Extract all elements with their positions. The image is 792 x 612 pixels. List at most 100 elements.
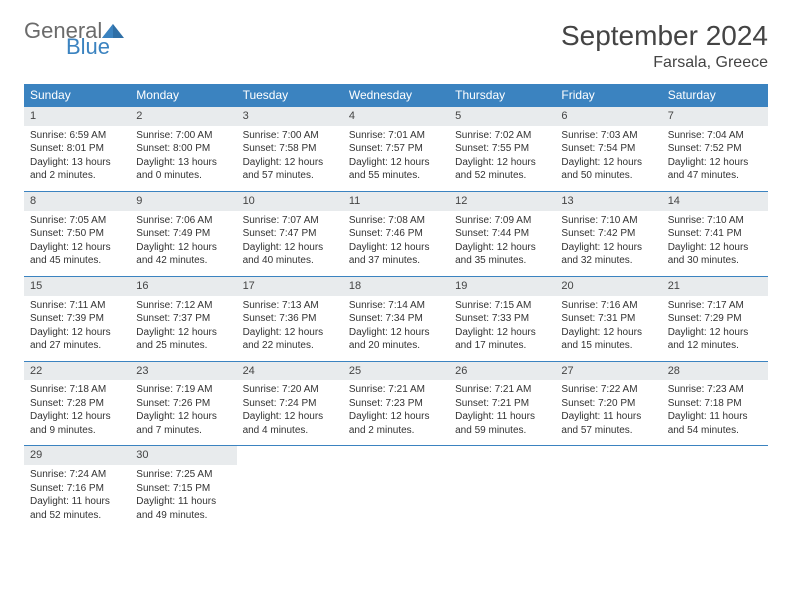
calendar-cell: 1Sunrise: 6:59 AMSunset: 8:01 PMDaylight…: [24, 107, 130, 192]
daylight-text: Daylight: 12 hours and 7 minutes.: [136, 410, 230, 437]
daylight-text: Daylight: 13 hours and 2 minutes.: [30, 156, 124, 183]
day-number: 8: [24, 192, 130, 211]
day-number: 27: [555, 362, 661, 381]
day-body: Sunrise: 7:25 AMSunset: 7:15 PMDaylight:…: [130, 465, 236, 530]
day-number: 14: [662, 192, 768, 211]
day-body: Sunrise: 7:22 AMSunset: 7:20 PMDaylight:…: [555, 380, 661, 445]
day-body: Sunrise: 7:18 AMSunset: 7:28 PMDaylight:…: [24, 380, 130, 445]
calendar-cell: 27Sunrise: 7:22 AMSunset: 7:20 PMDayligh…: [555, 361, 661, 446]
daylight-text: Daylight: 11 hours and 59 minutes.: [455, 410, 549, 437]
day-number: 13: [555, 192, 661, 211]
day-number: 9: [130, 192, 236, 211]
daylight-text: Daylight: 12 hours and 35 minutes.: [455, 241, 549, 268]
calendar-cell: 24Sunrise: 7:20 AMSunset: 7:24 PMDayligh…: [237, 361, 343, 446]
calendar-cell: 6Sunrise: 7:03 AMSunset: 7:54 PMDaylight…: [555, 107, 661, 192]
sunset-text: Sunset: 7:26 PM: [136, 397, 230, 411]
sunset-text: Sunset: 7:55 PM: [455, 142, 549, 156]
sunset-text: Sunset: 7:36 PM: [243, 312, 337, 326]
day-body: Sunrise: 7:10 AMSunset: 7:42 PMDaylight:…: [555, 211, 661, 276]
day-number: 18: [343, 277, 449, 296]
day-number: 16: [130, 277, 236, 296]
calendar-cell: 22Sunrise: 7:18 AMSunset: 7:28 PMDayligh…: [24, 361, 130, 446]
day-body: Sunrise: 7:03 AMSunset: 7:54 PMDaylight:…: [555, 126, 661, 191]
sunrise-text: Sunrise: 7:02 AM: [455, 129, 549, 143]
calendar-cell: [449, 446, 555, 530]
sunrise-text: Sunrise: 7:19 AM: [136, 383, 230, 397]
day-number: 15: [24, 277, 130, 296]
day-number: 29: [24, 446, 130, 465]
sunrise-text: Sunrise: 7:04 AM: [668, 129, 762, 143]
daylight-text: Daylight: 12 hours and 2 minutes.: [349, 410, 443, 437]
daylight-text: Daylight: 12 hours and 20 minutes.: [349, 326, 443, 353]
day-body: Sunrise: 7:09 AMSunset: 7:44 PMDaylight:…: [449, 211, 555, 276]
daylight-text: Daylight: 12 hours and 15 minutes.: [561, 326, 655, 353]
sunset-text: Sunset: 7:44 PM: [455, 227, 549, 241]
sunrise-text: Sunrise: 7:09 AM: [455, 214, 549, 228]
sunset-text: Sunset: 7:50 PM: [30, 227, 124, 241]
day-number: 28: [662, 362, 768, 381]
day-number: 30: [130, 446, 236, 465]
day-body: Sunrise: 7:19 AMSunset: 7:26 PMDaylight:…: [130, 380, 236, 445]
calendar-week-row: 15Sunrise: 7:11 AMSunset: 7:39 PMDayligh…: [24, 276, 768, 361]
sunrise-text: Sunrise: 6:59 AM: [30, 129, 124, 143]
sunrise-text: Sunrise: 7:12 AM: [136, 299, 230, 313]
day-number: 6: [555, 107, 661, 126]
sunset-text: Sunset: 8:01 PM: [30, 142, 124, 156]
calendar-week-row: 29Sunrise: 7:24 AMSunset: 7:16 PMDayligh…: [24, 446, 768, 530]
dayname-monday: Monday: [130, 84, 236, 107]
sunset-text: Sunset: 7:15 PM: [136, 482, 230, 496]
sunrise-text: Sunrise: 7:20 AM: [243, 383, 337, 397]
dayname-saturday: Saturday: [662, 84, 768, 107]
sunset-text: Sunset: 7:54 PM: [561, 142, 655, 156]
sunset-text: Sunset: 7:21 PM: [455, 397, 549, 411]
daylight-text: Daylight: 12 hours and 25 minutes.: [136, 326, 230, 353]
day-number: 19: [449, 277, 555, 296]
day-body: Sunrise: 7:21 AMSunset: 7:23 PMDaylight:…: [343, 380, 449, 445]
sunrise-text: Sunrise: 7:16 AM: [561, 299, 655, 313]
calendar-cell: 26Sunrise: 7:21 AMSunset: 7:21 PMDayligh…: [449, 361, 555, 446]
day-body: Sunrise: 7:23 AMSunset: 7:18 PMDaylight:…: [662, 380, 768, 445]
sunset-text: Sunset: 7:23 PM: [349, 397, 443, 411]
day-number: 12: [449, 192, 555, 211]
calendar-cell: 7Sunrise: 7:04 AMSunset: 7:52 PMDaylight…: [662, 107, 768, 192]
day-number: 7: [662, 107, 768, 126]
sunset-text: Sunset: 7:37 PM: [136, 312, 230, 326]
sunset-text: Sunset: 7:58 PM: [243, 142, 337, 156]
calendar-cell: 15Sunrise: 7:11 AMSunset: 7:39 PMDayligh…: [24, 276, 130, 361]
day-body: Sunrise: 7:00 AMSunset: 7:58 PMDaylight:…: [237, 126, 343, 191]
sunset-text: Sunset: 7:41 PM: [668, 227, 762, 241]
daylight-text: Daylight: 12 hours and 45 minutes.: [30, 241, 124, 268]
calendar-cell: 8Sunrise: 7:05 AMSunset: 7:50 PMDaylight…: [24, 191, 130, 276]
day-body: Sunrise: 7:21 AMSunset: 7:21 PMDaylight:…: [449, 380, 555, 445]
sunset-text: Sunset: 7:20 PM: [561, 397, 655, 411]
sunrise-text: Sunrise: 7:23 AM: [668, 383, 762, 397]
day-header-row: Sunday Monday Tuesday Wednesday Thursday…: [24, 84, 768, 107]
calendar-cell: [237, 446, 343, 530]
calendar-table: Sunday Monday Tuesday Wednesday Thursday…: [24, 84, 768, 530]
daylight-text: Daylight: 12 hours and 9 minutes.: [30, 410, 124, 437]
day-number: 4: [343, 107, 449, 126]
day-number: 21: [662, 277, 768, 296]
dayname-friday: Friday: [555, 84, 661, 107]
day-number: 23: [130, 362, 236, 381]
day-number: 2: [130, 107, 236, 126]
day-number: 17: [237, 277, 343, 296]
dayname-thursday: Thursday: [449, 84, 555, 107]
calendar-cell: 17Sunrise: 7:13 AMSunset: 7:36 PMDayligh…: [237, 276, 343, 361]
calendar-week-row: 22Sunrise: 7:18 AMSunset: 7:28 PMDayligh…: [24, 361, 768, 446]
sunrise-text: Sunrise: 7:11 AM: [30, 299, 124, 313]
calendar-cell: 11Sunrise: 7:08 AMSunset: 7:46 PMDayligh…: [343, 191, 449, 276]
sunrise-text: Sunrise: 7:24 AM: [30, 468, 124, 482]
sunrise-text: Sunrise: 7:15 AM: [455, 299, 549, 313]
daylight-text: Daylight: 12 hours and 57 minutes.: [243, 156, 337, 183]
daylight-text: Daylight: 12 hours and 47 minutes.: [668, 156, 762, 183]
daylight-text: Daylight: 12 hours and 4 minutes.: [243, 410, 337, 437]
day-body: Sunrise: 7:24 AMSunset: 7:16 PMDaylight:…: [24, 465, 130, 530]
day-number: 22: [24, 362, 130, 381]
day-number: 3: [237, 107, 343, 126]
calendar-cell: 12Sunrise: 7:09 AMSunset: 7:44 PMDayligh…: [449, 191, 555, 276]
day-body: Sunrise: 7:20 AMSunset: 7:24 PMDaylight:…: [237, 380, 343, 445]
sunset-text: Sunset: 8:00 PM: [136, 142, 230, 156]
calendar-cell: 19Sunrise: 7:15 AMSunset: 7:33 PMDayligh…: [449, 276, 555, 361]
sunrise-text: Sunrise: 7:21 AM: [349, 383, 443, 397]
